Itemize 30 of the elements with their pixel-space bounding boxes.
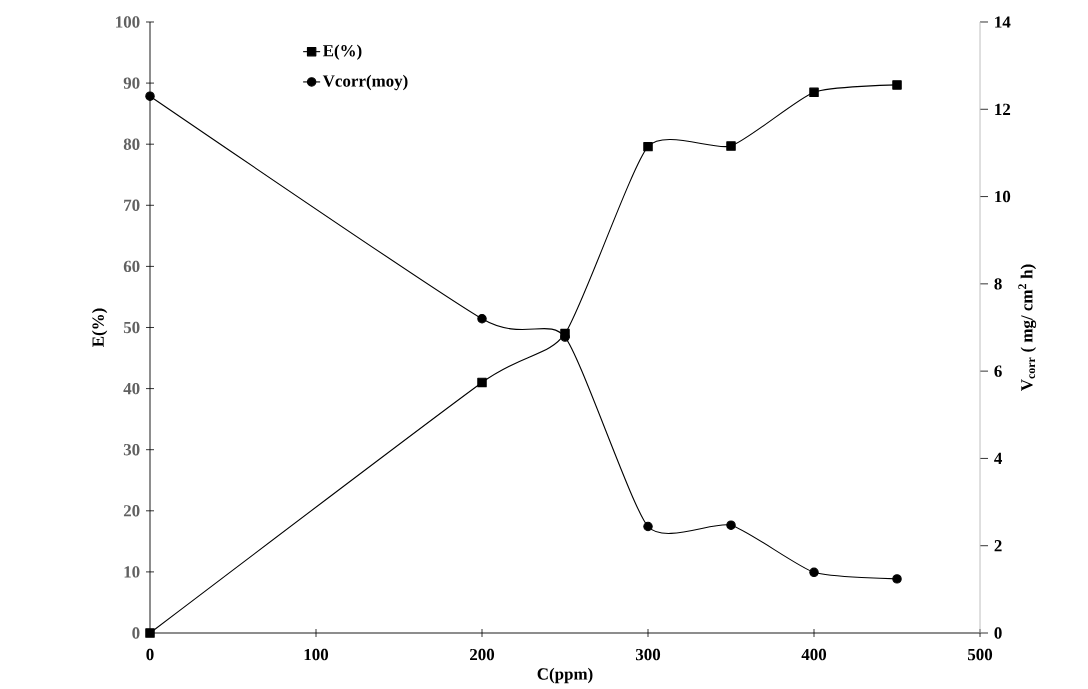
y2-tick-label: 14 (995, 16, 1011, 28)
x-axis-title: C(ppm) (537, 667, 593, 684)
y2-tick-label: 6 (994, 365, 1002, 377)
x-tick-label: 100 (304, 648, 329, 661)
y-axis-title: E(%) (91, 308, 108, 348)
y-tick-label: 50 (123, 321, 140, 334)
y2-tick-label: 12 (995, 103, 1011, 115)
legend-label: Vcorr(moy) (322, 74, 408, 91)
y-tick-label: 30 (123, 444, 140, 456)
x-tick-label: 200 (470, 648, 495, 661)
y-tick-label: 100 (116, 16, 140, 28)
y2-tick-label: 4 (994, 452, 1003, 465)
y2-tick-label: 2 (994, 540, 1002, 552)
x-tick-label: 500 (967, 648, 993, 661)
y2-axis-title: V$_{corr}$ ( mg/ cm$^{2}$ h) (1018, 264, 1037, 392)
y-tick-label: 70 (124, 199, 140, 212)
y-tick-label: 90 (123, 77, 140, 89)
y2-tick-label: 8 (994, 278, 1002, 290)
y2-tick-label: 0 (994, 627, 1002, 639)
y-tick-label: 0 (132, 627, 140, 639)
y-tick-label: 60 (123, 260, 140, 273)
legend-label: E(%) (322, 44, 362, 60)
x-tick-label: 400 (801, 648, 827, 661)
x-tick-label: 300 (635, 648, 661, 661)
y-tick-label: 20 (123, 505, 140, 517)
y-tick-label: 40 (123, 382, 140, 395)
y2-tick-label: 10 (995, 190, 1011, 203)
y-tick-label: 10 (124, 566, 140, 578)
x-tick-label: 0 (146, 648, 154, 661)
y-tick-label: 80 (123, 138, 140, 151)
